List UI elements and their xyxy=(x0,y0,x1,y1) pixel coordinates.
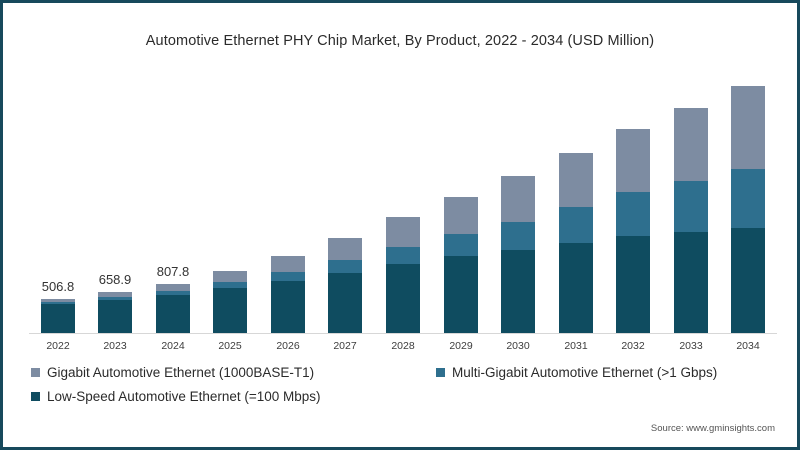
bar-segment-low-speed xyxy=(98,300,132,333)
bar-segment-low-speed xyxy=(213,288,247,333)
x-tick-2024: 2024 xyxy=(161,340,185,352)
bar-segment-multi-gigabit xyxy=(616,192,650,236)
bar-segment-gigabit xyxy=(674,108,708,181)
bar-segment-low-speed xyxy=(271,281,305,333)
low-speed-swatch-icon xyxy=(31,392,40,401)
bar-segment-low-speed xyxy=(328,273,362,333)
bar-2034[interactable] xyxy=(731,86,765,333)
bar-segment-gigabit xyxy=(501,176,535,222)
bar-value-label-2023: 658.9 xyxy=(98,272,132,287)
x-tick-2031: 2031 xyxy=(564,340,588,352)
bar-2028[interactable] xyxy=(386,217,420,333)
bar-2033[interactable] xyxy=(674,108,708,333)
legend-row-1: Gigabit Automotive Ethernet (1000BASE-T1… xyxy=(31,365,779,380)
plot-area: 506.8 658.9 807.8 xyxy=(29,73,777,333)
bar-segment-low-speed xyxy=(616,236,650,333)
bar-segment-gigabit xyxy=(731,86,765,169)
bar-2026[interactable] xyxy=(271,256,305,333)
x-tick-2027: 2027 xyxy=(333,340,357,352)
axis-baseline xyxy=(29,333,777,334)
bar-segment-gigabit xyxy=(213,271,247,282)
bar-segment-multi-gigabit xyxy=(213,282,247,288)
x-tick-2030: 2030 xyxy=(506,340,530,352)
bar-segment-multi-gigabit xyxy=(731,169,765,228)
x-tick-2032: 2032 xyxy=(621,340,645,352)
gigabit-swatch-icon xyxy=(31,368,40,377)
bar-segment-gigabit xyxy=(271,256,305,272)
bar-2032[interactable] xyxy=(616,129,650,333)
bar-segment-low-speed xyxy=(444,256,478,333)
bar-segment-gigabit xyxy=(386,217,420,247)
bar-2031[interactable] xyxy=(559,153,593,333)
bar-2027[interactable] xyxy=(328,238,362,333)
bar-segment-low-speed xyxy=(559,243,593,333)
legend-item-gigabit[interactable]: Gigabit Automotive Ethernet (1000BASE-T1… xyxy=(31,365,436,380)
bar-2029[interactable] xyxy=(444,197,478,333)
bar-2024[interactable]: 807.8 xyxy=(156,264,190,333)
bar-segment-low-speed xyxy=(156,295,190,333)
bar-segment-low-speed xyxy=(674,232,708,333)
x-axis: 2022 2023 2024 2025 2026 2027 2028 2029 2030 2031… xyxy=(29,336,777,358)
bar-segment-multi-gigabit xyxy=(386,247,420,264)
x-tick-2028: 2028 xyxy=(391,340,415,352)
source-attribution: Source: www.gminsights.com xyxy=(650,423,775,434)
bar-value-label-2022: 506.8 xyxy=(41,279,75,294)
bar-2023[interactable]: 658.9 xyxy=(98,272,132,333)
bar-segment-gigabit xyxy=(559,153,593,207)
bar-segment-gigabit xyxy=(98,292,132,297)
legend-label-low-speed: Low-Speed Automotive Ethernet (=100 Mbps… xyxy=(47,389,321,404)
multi-gigabit-swatch-icon xyxy=(436,368,445,377)
bar-segment-gigabit xyxy=(616,129,650,192)
bar-segment-gigabit xyxy=(444,197,478,234)
bar-segment-gigabit xyxy=(328,238,362,260)
x-tick-2033: 2033 xyxy=(679,340,703,352)
bar-segment-gigabit xyxy=(41,299,75,302)
bar-segment-multi-gigabit xyxy=(559,207,593,243)
bar-segment-low-speed xyxy=(386,264,420,333)
x-tick-2025: 2025 xyxy=(218,340,242,352)
bar-segment-low-speed xyxy=(731,228,765,333)
bar-segment-multi-gigabit xyxy=(328,260,362,273)
bar-2022[interactable]: 506.8 xyxy=(41,279,75,333)
legend-label-multi-gigabit: Multi-Gigabit Automotive Ethernet (>1 Gb… xyxy=(452,365,718,380)
bar-segment-multi-gigabit xyxy=(501,222,535,250)
bar-2025[interactable] xyxy=(213,271,247,333)
x-tick-2022: 2022 xyxy=(46,340,70,352)
legend-item-multi-gigabit[interactable]: Multi-Gigabit Automotive Ethernet (>1 Gb… xyxy=(436,365,717,380)
legend-item-low-speed[interactable]: Low-Speed Automotive Ethernet (=100 Mbps… xyxy=(31,389,436,404)
bar-segment-multi-gigabit xyxy=(98,297,132,300)
bar-segment-gigabit xyxy=(156,284,190,291)
bar-segment-multi-gigabit xyxy=(674,181,708,232)
x-tick-2026: 2026 xyxy=(276,340,300,352)
bar-segment-low-speed xyxy=(41,304,75,333)
bar-segment-multi-gigabit xyxy=(271,272,305,281)
legend-label-gigabit: Gigabit Automotive Ethernet (1000BASE-T1… xyxy=(47,365,315,380)
chart-title: Automotive Ethernet PHY Chip Market, By … xyxy=(145,33,655,49)
bar-2030[interactable] xyxy=(501,176,535,333)
bar-segment-multi-gigabit xyxy=(156,291,190,295)
x-tick-2034: 2034 xyxy=(736,340,760,352)
legend-row-2: Low-Speed Automotive Ethernet (=100 Mbps… xyxy=(31,389,779,404)
chart-legend: Gigabit Automotive Ethernet (1000BASE-T1… xyxy=(31,365,779,404)
x-tick-2023: 2023 xyxy=(103,340,127,352)
bar-segment-low-speed xyxy=(501,250,535,333)
bar-segment-multi-gigabit xyxy=(41,302,75,304)
bar-segment-multi-gigabit xyxy=(444,234,478,256)
bar-value-label-2024: 807.8 xyxy=(156,264,190,279)
x-tick-2029: 2029 xyxy=(449,340,473,352)
